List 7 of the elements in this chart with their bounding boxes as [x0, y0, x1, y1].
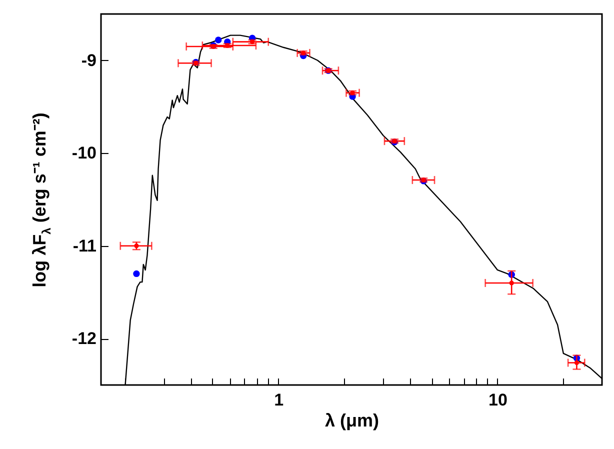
x-tick-label: 10 — [488, 390, 508, 410]
y-tick-label: -12 — [72, 329, 96, 348]
y-tick-label: -10 — [72, 144, 96, 163]
x-tick-label: 1 — [274, 390, 284, 410]
y-tick-label: -11 — [72, 236, 96, 256]
x-axis-title: λ (μm) — [324, 410, 380, 430]
y-tick-label: -9 — [81, 50, 96, 70]
